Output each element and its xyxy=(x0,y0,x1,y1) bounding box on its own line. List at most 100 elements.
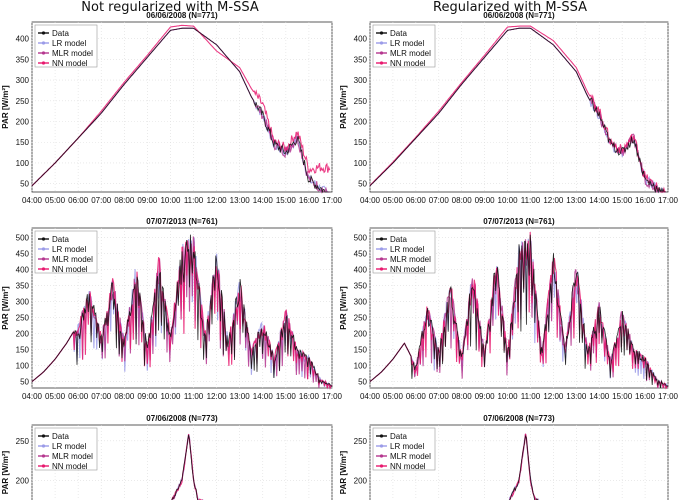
x-tick-label: 04:00 xyxy=(22,196,43,205)
x-tick-label: 09:00 xyxy=(475,392,496,401)
legend-box xyxy=(372,230,436,274)
y-tick-label: 100 xyxy=(16,362,30,371)
x-tick-label: 05:00 xyxy=(45,392,66,401)
x-tick-label: 04:00 xyxy=(22,392,43,401)
y-tick-label: 200 xyxy=(354,118,368,127)
panel-r1c1: 06/06/2008 (N=771) 50 100 150 200 250 300 350 40… xyxy=(1,11,343,205)
legend-marker xyxy=(379,444,384,448)
plot-frame xyxy=(369,227,669,389)
y-tick-label: 250 xyxy=(16,314,30,323)
panel-r1c2: 06/06/2008 (N=771) 50 100 150 200 250 300 350 40… xyxy=(339,11,679,205)
plot-frame xyxy=(31,424,333,500)
x-tick-label: 04:00 xyxy=(360,392,381,401)
legend-box xyxy=(372,427,436,471)
panel-r2c1: 07/07/2013 (N=761) 50 100 150 200 250 300 350 40… xyxy=(1,217,343,401)
y-tick-label: 200 xyxy=(16,118,30,127)
x-tick-label: 05:00 xyxy=(45,196,66,205)
legend-marker xyxy=(379,41,384,45)
x-tick-label: 11:00 xyxy=(184,392,204,401)
legend-label: NN model xyxy=(390,462,426,471)
y-tick-label: 100 xyxy=(354,362,368,371)
right-column-header: Regularized with M-SSA xyxy=(433,0,587,15)
legend-label: MLR model xyxy=(390,452,431,461)
legend-marker xyxy=(41,247,46,251)
y-tick-label: 400 xyxy=(354,266,368,275)
legend-label: MLR model xyxy=(52,255,93,264)
x-tick-label: 06:00 xyxy=(68,392,89,401)
x-tick-label: 16:00 xyxy=(299,392,320,401)
legend-label: Data xyxy=(52,432,69,441)
x-tick-label: 15:00 xyxy=(612,196,633,205)
x-tick-label: 07:00 xyxy=(91,392,112,401)
y-tick-label: 50 xyxy=(20,180,29,189)
legend-marker xyxy=(379,237,384,241)
legend-marker xyxy=(41,267,46,271)
x-tick-label: 16:00 xyxy=(635,392,656,401)
legend-label: NN model xyxy=(390,265,426,274)
legend-marker xyxy=(379,31,384,35)
y-axis-label: PAR [W/m²] xyxy=(339,450,348,494)
legend-box xyxy=(372,24,436,68)
x-tick-label: 16:00 xyxy=(635,196,656,205)
x-tick-label: 11:00 xyxy=(521,196,541,205)
y-tick-label: 250 xyxy=(354,437,368,446)
x-tick-label: 14:00 xyxy=(589,392,610,401)
legend-marker xyxy=(41,31,46,35)
legend-marker xyxy=(41,444,46,448)
y-tick-label: 250 xyxy=(354,314,368,323)
legend-marker xyxy=(41,434,46,438)
x-tick-label: 10:00 xyxy=(160,392,181,401)
y-tick-label: 300 xyxy=(354,76,368,85)
x-tick-label: 08:00 xyxy=(452,196,473,205)
y-tick-label: 450 xyxy=(16,250,30,259)
x-tick-label: 05:00 xyxy=(383,196,404,205)
y-tick-label: 100 xyxy=(16,159,30,168)
legend-marker xyxy=(379,247,384,251)
y-axis-label: PAR [W/m²] xyxy=(1,85,10,129)
y-tick-label: 150 xyxy=(354,138,368,147)
x-tick-label: 10:00 xyxy=(160,196,181,205)
panel-r3c2: 07/06/2008 (N=773) 200 250 PAR [W/m²] DataLR… xyxy=(339,414,669,500)
legend-box xyxy=(34,24,98,68)
y-tick-label: 200 xyxy=(16,476,30,485)
legend-label: Data xyxy=(390,29,407,38)
y-axis-label: PAR [W/m²] xyxy=(1,450,10,494)
y-tick-label: 250 xyxy=(354,97,368,106)
legend-marker xyxy=(379,464,384,468)
panel-title: 07/07/2013 (N=761) xyxy=(483,217,555,226)
x-tick-label: 12:00 xyxy=(543,392,564,401)
series-data xyxy=(31,27,330,194)
y-tick-label: 350 xyxy=(16,282,30,291)
x-tick-label: 09:00 xyxy=(137,392,158,401)
x-tick-label: 07:00 xyxy=(429,392,450,401)
legend-marker xyxy=(379,434,384,438)
x-tick-label: 13:00 xyxy=(230,196,251,205)
x-tick-label: 11:00 xyxy=(521,392,541,401)
legend-label: Data xyxy=(52,29,69,38)
panel-title: 07/07/2013 (N=761) xyxy=(146,217,218,226)
x-tick-label: 09:00 xyxy=(137,196,158,205)
y-tick-label: 300 xyxy=(354,298,368,307)
x-tick-label: 16:00 xyxy=(299,196,320,205)
y-tick-label: 50 xyxy=(20,378,29,387)
x-tick-label: 12:00 xyxy=(207,196,228,205)
series-nn-model xyxy=(171,434,202,500)
series-data xyxy=(31,234,333,387)
y-tick-label: 450 xyxy=(354,250,368,259)
panel-title: 06/06/2008 (N=771) xyxy=(146,11,218,20)
legend-label: LR model xyxy=(52,442,86,451)
x-tick-label: 08:00 xyxy=(114,196,135,205)
y-tick-label: 300 xyxy=(16,298,30,307)
y-tick-label: 300 xyxy=(16,76,30,85)
legend-box xyxy=(34,427,98,471)
legend-label: LR model xyxy=(390,39,424,48)
x-tick-label: 15:00 xyxy=(612,392,633,401)
legend-marker xyxy=(379,257,384,261)
x-tick-label: 08:00 xyxy=(114,392,135,401)
x-tick-label: 13:00 xyxy=(566,196,587,205)
legend-label: MLR model xyxy=(390,255,431,264)
legend-label: MLR model xyxy=(52,452,93,461)
